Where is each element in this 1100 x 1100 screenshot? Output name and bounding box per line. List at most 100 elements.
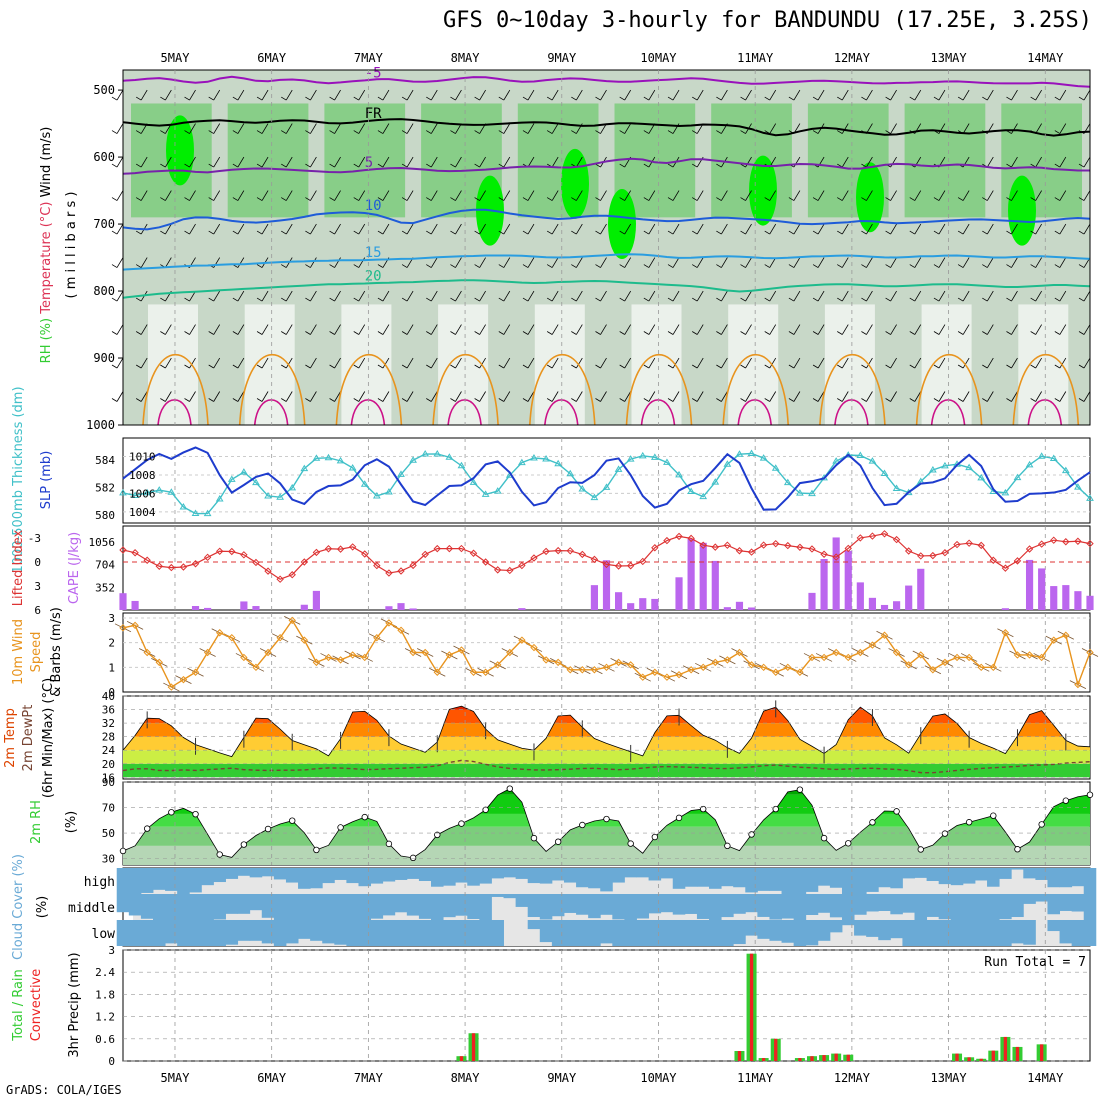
wind-barb — [261, 123, 269, 134]
lifted-marker — [904, 547, 913, 555]
cloud-cover-bar — [636, 920, 650, 946]
rh2m-tick: 50 — [102, 827, 115, 840]
cloud-cover-bar — [261, 894, 275, 918]
cloud-cover-bar — [854, 894, 867, 915]
wind-marker — [542, 656, 550, 664]
wind-barb — [135, 96, 142, 101]
wind-barb — [938, 324, 946, 335]
wind-barb — [406, 324, 414, 335]
cloud-cover-bar — [926, 868, 940, 881]
wind-barb — [305, 130, 311, 134]
cloud-cover-bar — [455, 894, 468, 916]
wind-barb — [135, 163, 142, 168]
wind-barb — [1006, 264, 1012, 268]
wind-barb — [401, 197, 408, 201]
cloud-cover-bar — [467, 920, 480, 946]
slp-line — [122, 446, 1091, 511]
wind-barb — [401, 230, 408, 235]
wind-barb — [812, 130, 819, 134]
wind-barb — [479, 190, 486, 201]
cape-bar — [1074, 591, 1082, 610]
wind-barb — [281, 163, 287, 168]
wind-barb — [406, 156, 414, 168]
cloud-cover-bar — [829, 894, 843, 918]
wind-barb — [696, 357, 704, 369]
cloud-cover-bar — [467, 868, 480, 886]
wind-barb — [401, 297, 408, 302]
cloud-cover-bar — [866, 920, 879, 937]
temp-tick: 32 — [102, 717, 115, 730]
thickness-marker — [650, 453, 659, 460]
cloud-cover-bar — [745, 920, 758, 936]
wind-barb — [527, 156, 535, 168]
wind-barb — [261, 290, 269, 302]
lifted-marker — [844, 544, 852, 553]
wind-barb — [643, 197, 650, 201]
thickness-marker — [928, 465, 937, 473]
lifted-marker — [856, 534, 865, 542]
wind-barb — [116, 190, 124, 201]
cloud-cover-bar — [1059, 868, 1073, 888]
thickness-marker — [844, 451, 853, 458]
thickness-marker — [312, 454, 321, 461]
cloud-cover-bar — [515, 868, 529, 879]
slp-tick: 1004 — [129, 506, 156, 519]
rh-band — [123, 788, 1090, 795]
wind-barb — [479, 223, 486, 235]
wind-barb — [377, 96, 384, 101]
wind-barb — [353, 264, 359, 268]
wind-barb — [841, 223, 849, 235]
lifted-marker — [312, 548, 321, 557]
rh2m-marker — [554, 838, 562, 845]
ytick-label: 800 — [93, 284, 115, 298]
wind-barb — [909, 197, 915, 201]
wind-marker — [1025, 651, 1034, 659]
wind-barb — [1011, 324, 1018, 335]
cloud-cover-bar — [1059, 920, 1073, 944]
wind-marker — [1013, 651, 1022, 659]
wind-barb — [769, 391, 777, 402]
lifted-marker — [542, 547, 550, 556]
wind-barb — [624, 357, 632, 369]
precip-tick: 0.6 — [95, 1033, 115, 1046]
rh-band-dry — [244, 304, 295, 425]
wind-barb — [643, 163, 650, 168]
cloud-cover-bar — [950, 894, 964, 920]
wind-barb — [595, 96, 601, 101]
cloud-cover-bar — [116, 868, 130, 894]
wind-marker — [397, 626, 405, 634]
cape-bar — [1038, 568, 1046, 610]
wind-barb — [740, 130, 746, 134]
wind-barb — [135, 264, 142, 268]
wind-barb — [116, 156, 124, 168]
wind-barb — [1011, 190, 1018, 201]
wind-barb — [232, 163, 239, 168]
wind-barb — [310, 257, 317, 268]
lifted-marker — [131, 549, 139, 557]
wind-barb — [426, 264, 432, 268]
wind-barb — [527, 223, 535, 235]
wind-marker — [288, 616, 296, 625]
wind-barb — [962, 290, 970, 302]
wind-marker — [469, 668, 478, 676]
wind-barb — [232, 364, 239, 369]
wind-barb — [165, 190, 172, 201]
cloud-cover-bar — [1083, 868, 1097, 894]
wind-barb — [624, 89, 632, 101]
cape-bar — [917, 568, 925, 610]
wind-barb — [914, 357, 922, 369]
wind-barb — [165, 89, 172, 101]
lifted-marker — [953, 540, 961, 549]
wind-barb — [546, 197, 553, 201]
wind-marker — [445, 651, 454, 659]
wind-barb — [986, 190, 994, 201]
wind-barb — [696, 89, 704, 101]
wind-barb — [237, 190, 245, 201]
precip-convective-label: Convective — [29, 969, 44, 1042]
wind-barb — [479, 290, 486, 302]
cloud-cover-bar — [950, 868, 964, 886]
wind-barb — [861, 398, 867, 402]
cloud-cover-bar — [431, 868, 444, 887]
wind-barb — [619, 364, 625, 369]
cloud-cover-bar — [382, 894, 396, 916]
